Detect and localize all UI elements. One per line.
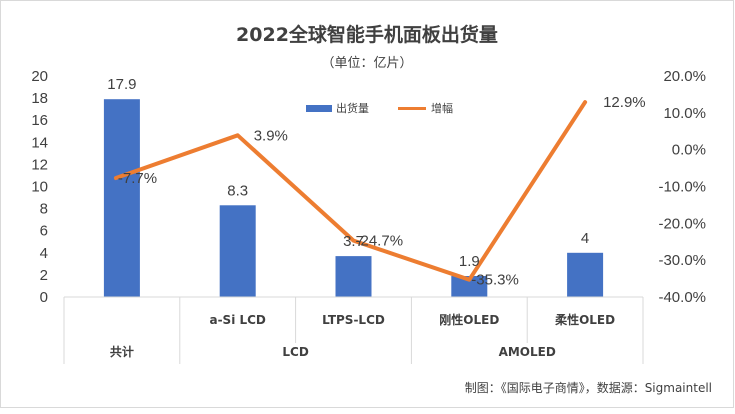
category-label: 刚性OLED: [439, 312, 499, 327]
left-tick-label: 20: [31, 68, 48, 85]
right-axis: -40.0% -30.0% -20.0% -10.0% 0.0% 10.0% 20.0%: [658, 68, 706, 306]
left-tick-label: 2: [40, 267, 48, 284]
category-label: LTPS-LCD: [322, 313, 385, 327]
growth-value-label: -24.7%: [356, 233, 404, 250]
bar-series: [103, 99, 604, 297]
right-tick-label: -40.0%: [658, 289, 706, 306]
legend-line-label: 增幅: [431, 101, 453, 115]
legend-bar-swatch: [306, 105, 332, 112]
right-tick-label: -20.0%: [658, 215, 706, 232]
category-label: 柔性OLED: [554, 312, 615, 327]
bar: [567, 252, 604, 297]
bar-value-label: 4: [581, 230, 589, 247]
legend-bar-label: 出货量: [336, 101, 369, 115]
left-tick-label: 10: [31, 179, 48, 196]
group-label: LCD: [282, 345, 308, 359]
right-tick-label: 10.0%: [663, 105, 706, 122]
category-axis: a-Si LCD LTPS-LCD 刚性OLED 柔性OLED 共计 LCD AMOLED: [63, 296, 644, 364]
line-series: [113, 100, 588, 282]
bar: [103, 99, 140, 297]
left-tick-label: 4: [40, 245, 48, 262]
bar: [335, 256, 372, 297]
data-labels: 17.9 8.3 3.7 1.9 4 -7.7% 3.9% -24.7% -35.3% 12.9%: [107, 76, 645, 288]
left-tick-label: 14: [31, 134, 48, 151]
legend: 出货量 增幅: [306, 101, 453, 115]
bar: [219, 205, 256, 297]
right-tick-label: -30.0%: [658, 252, 706, 269]
growth-value-label: -7.7%: [118, 170, 157, 187]
category-label: a-Si LCD: [209, 313, 265, 327]
left-tick-label: 8: [40, 201, 48, 218]
left-tick-label: 6: [40, 223, 48, 240]
chart-title: 2022全球智能手机面板出货量: [236, 23, 498, 46]
right-tick-label: -10.0%: [658, 179, 706, 196]
growth-value-label: 3.9%: [254, 127, 288, 144]
bar: [451, 276, 488, 297]
right-tick-label: 20.0%: [663, 68, 706, 85]
source-note: 制图：《国际电子商情》，数据源：Sigmaintell: [465, 380, 712, 395]
right-tick-label: 0.0%: [672, 142, 706, 159]
chart-subtitle: （单位：亿片）: [321, 56, 412, 71]
growth-value-label: 12.9%: [603, 94, 646, 111]
bar-value-label: 8.3: [227, 182, 248, 199]
bar-value-label: 3.7: [343, 233, 364, 250]
group-label: 共计: [110, 344, 134, 359]
left-axis: 0 2 4 6 8 10 12 14 16 18 20: [31, 68, 48, 306]
group-label: AMOLED: [499, 345, 556, 359]
left-tick-label: 12: [31, 156, 48, 173]
left-tick-label: 18: [31, 90, 48, 107]
growth-line: [113, 100, 588, 282]
left-tick-label: 16: [31, 112, 48, 129]
bar-value-label: 17.9: [107, 76, 136, 93]
bar-value-label: 1.9: [459, 253, 480, 270]
growth-value-label: -35.3%: [471, 272, 519, 289]
left-tick-label: 0: [40, 289, 48, 306]
